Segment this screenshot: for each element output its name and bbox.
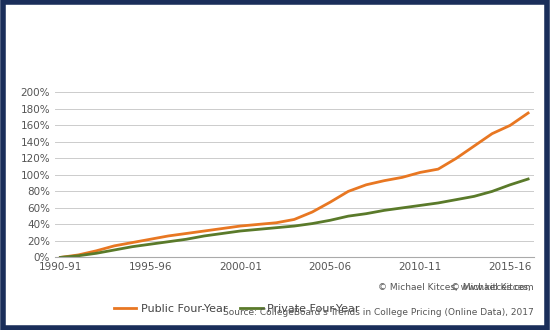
Public Four-Year <box>453 156 459 160</box>
Private Four-Year <box>129 245 136 249</box>
Private Four-Year <box>255 227 262 231</box>
Public Four-Year <box>417 170 424 174</box>
Text: © Michael Kitces,: © Michael Kitces, <box>451 283 534 292</box>
Line: Public Four-Year: Public Four-Year <box>60 113 528 257</box>
Private Four-Year <box>273 226 279 230</box>
Public Four-Year <box>111 244 118 248</box>
Private Four-Year <box>165 240 172 244</box>
Private Four-Year <box>489 189 496 193</box>
Private Four-Year <box>147 242 153 246</box>
Private Four-Year <box>435 201 442 205</box>
Public Four-Year <box>525 111 531 115</box>
Public Four-Year <box>129 241 136 245</box>
Public Four-Year <box>291 217 298 221</box>
Text: CUMULATIVE REAL INFLATION CHANGE IN PUBLISHED TUITION
& FEES FOR PUBLIC AND PRIV: CUMULATIVE REAL INFLATION CHANGE IN PUBL… <box>42 26 508 57</box>
Public Four-Year <box>219 226 225 230</box>
Public Four-Year <box>237 224 244 228</box>
Private Four-Year <box>399 206 405 210</box>
Public Four-Year <box>327 200 333 204</box>
Private Four-Year <box>327 218 333 222</box>
Public Four-Year <box>399 176 405 180</box>
Private Four-Year <box>291 224 298 228</box>
Public Four-Year <box>147 237 153 241</box>
Private Four-Year <box>111 248 118 252</box>
Public Four-Year <box>363 183 370 187</box>
Public Four-Year <box>309 210 316 214</box>
Public Four-Year <box>75 253 82 257</box>
Public Four-Year <box>93 249 100 253</box>
Public Four-Year <box>165 234 172 238</box>
Private Four-Year <box>417 203 424 208</box>
Private Four-Year <box>93 251 100 255</box>
Public Four-Year <box>57 255 64 259</box>
Public Four-Year <box>183 232 190 236</box>
Legend: Public Four-Year, Private Four-Year: Public Four-Year, Private Four-Year <box>109 299 364 318</box>
Public Four-Year <box>273 221 279 225</box>
Public Four-Year <box>381 179 388 183</box>
Private Four-Year <box>237 229 244 233</box>
Public Four-Year <box>435 167 442 171</box>
Line: Private Four-Year: Private Four-Year <box>60 179 528 257</box>
Public Four-Year <box>489 132 496 136</box>
Private Four-Year <box>201 234 207 238</box>
Private Four-Year <box>507 183 513 187</box>
Public Four-Year <box>255 222 262 226</box>
Public Four-Year <box>345 189 351 193</box>
Private Four-Year <box>453 198 459 202</box>
Private Four-Year <box>75 254 82 258</box>
Private Four-Year <box>525 177 531 181</box>
Private Four-Year <box>219 232 225 236</box>
Private Four-Year <box>309 222 316 226</box>
Private Four-Year <box>345 214 351 218</box>
Public Four-Year <box>507 123 513 127</box>
Text: Source: CollegeBoard’s Trends in College Pricing (Online Data), 2017: Source: CollegeBoard’s Trends in College… <box>223 308 534 317</box>
Private Four-Year <box>471 194 477 198</box>
Private Four-Year <box>363 212 370 216</box>
Public Four-Year <box>201 229 207 233</box>
Private Four-Year <box>381 209 388 213</box>
Private Four-Year <box>183 237 190 241</box>
Private Four-Year <box>57 255 64 259</box>
Text: © Michael Kitces, www.kitces.com: © Michael Kitces, www.kitces.com <box>378 283 534 292</box>
Public Four-Year <box>471 144 477 148</box>
